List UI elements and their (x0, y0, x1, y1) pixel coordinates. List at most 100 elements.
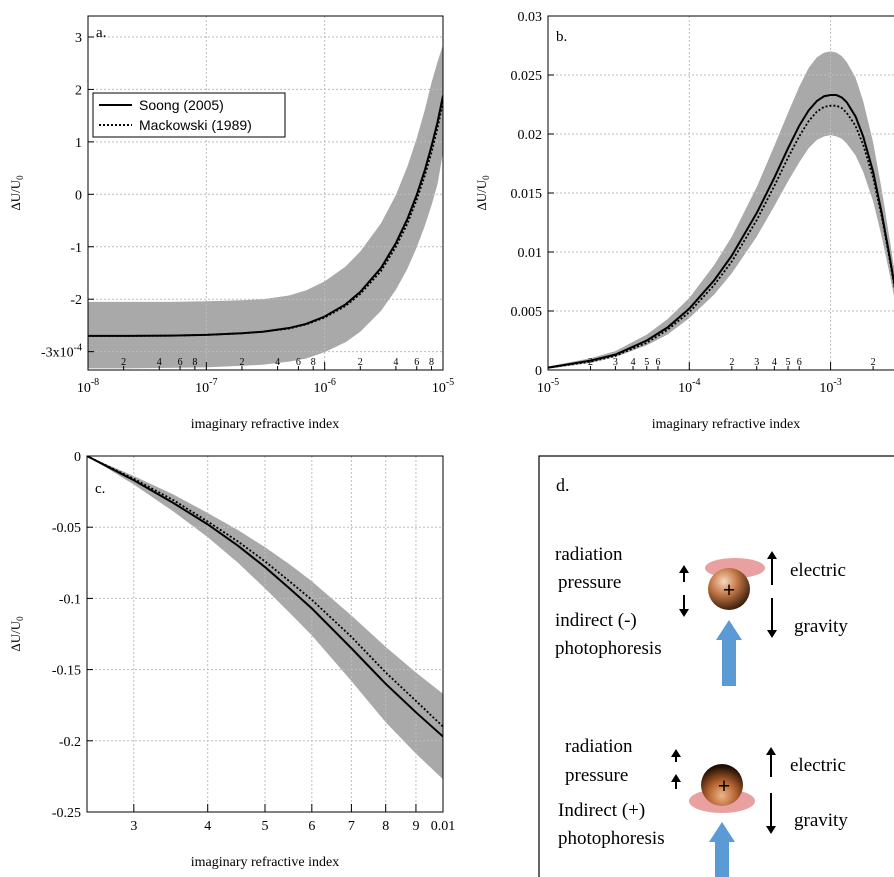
panel-a-band-layer (88, 44, 443, 369)
panel-a-x-minor-label: 8 (429, 357, 434, 368)
panel-c-x-tick-label: 0.01 (431, 819, 456, 834)
panel-a-y-tick-label-main: -3x10 (41, 346, 74, 361)
top-particle (708, 568, 750, 610)
panel-a-x-minor-label: 6 (296, 357, 301, 368)
panel-a-y-tick-label: -2 (70, 293, 82, 308)
panel-a-y-tick-label: 3 (75, 31, 82, 46)
panel-b-x-minor-label: 4 (631, 357, 636, 368)
panel-b-x-minor-label: 3 (613, 357, 618, 368)
top-gravity-arrow-down (767, 598, 777, 638)
panel-a-uncertainty-band (88, 44, 443, 369)
panel-b-x-minor-label: 6 (655, 357, 660, 368)
bottom-particle (701, 764, 743, 806)
panel-a-label: a. (96, 25, 106, 41)
top-radiation-label-1: radiation (555, 544, 623, 565)
panel-c-y-axis-main: ΔU/U (8, 620, 23, 651)
panel-a-x-tick-label-exp: -7 (209, 377, 217, 388)
panel-c-label: c. (95, 481, 105, 497)
panel-b-x-tick-label: 10-3 (819, 377, 841, 396)
panel-a-series-mackowski (88, 102, 443, 337)
panel-a-x-tick-label: 10-6 (313, 377, 335, 396)
panel-b-y-axis-sub: 0 (481, 175, 491, 180)
panel-c-y-tick-label: -0.1 (59, 592, 81, 607)
top-charge-symbol: + (723, 577, 736, 602)
bottom-electric-arrow-up (766, 747, 776, 777)
panel-b-y-tick-label: 0.03 (518, 10, 543, 25)
panel-b-x-minor-label: 5 (786, 357, 791, 368)
panel-a-x-tick-label-exp: -5 (446, 377, 454, 388)
top-radiation-label-2: pressure (558, 572, 621, 593)
panel-d-label: d. (556, 475, 570, 495)
panel-a-y-tick-label: 2 (75, 83, 82, 98)
panel-d: d. radiation pressure indirect (-) photo… (538, 455, 894, 877)
panel-c-y-tick-label: -0.25 (52, 806, 81, 821)
bottom-gravity-label: gravity (794, 810, 848, 831)
panel-c-y-tick-label: 0 (74, 450, 81, 465)
panel-b-uncertainty-band (548, 51, 894, 369)
panel-c-grid-layer (87, 456, 443, 812)
top-light-arrow (716, 620, 742, 686)
panel-a-y-tick-label: -1 (70, 241, 82, 256)
panel-b-x-tick-label-exp: -5 (551, 377, 559, 388)
panel-c-y-tick-label: -0.05 (52, 521, 81, 536)
panel-b-band-layer (548, 51, 894, 369)
panel-b-y-axis-main: ΔU/U (474, 179, 489, 210)
panel-c-ticks-layer: 0 -0.05 -0.1 -0.15 -0.2 -0.25 3 4 5 6 7 8 9 0.01 (52, 450, 455, 834)
panel-a-x-tick-label-base: 10 (195, 381, 209, 396)
panel-a-y-tick-label: -3x10-4 (41, 343, 82, 361)
panel-a-x-minor-label: 2 (121, 357, 126, 368)
panel-c-y-axis-title: ΔU/U0 (8, 616, 25, 652)
panel-a-y-axis-main: ΔU/U (8, 179, 23, 210)
panel-a-x-tick-label-exp: -8 (91, 377, 99, 388)
panel-b-series-mackowski (548, 104, 894, 369)
panel-c-x-tick-label: 9 (412, 819, 419, 834)
panel-a-x-tick-label-base: 10 (77, 381, 91, 396)
panel-a-x-minor-label: 4 (275, 357, 280, 368)
panel-b-label: b. (556, 29, 567, 45)
top-electric-arrow-up (767, 551, 777, 585)
panel-a-x-minor-label: 6 (414, 357, 419, 368)
panel-b-y-tick-label: 0.005 (511, 305, 543, 320)
top-electric-label: electric (790, 560, 846, 581)
panel-a-x-minor-label: 4 (157, 357, 162, 368)
panel-c-x-tick-label: 4 (204, 819, 211, 834)
top-radiation-arrow-up (679, 565, 689, 582)
panel-a-legend: Soong (2005) Mackowski (1989) (92, 92, 286, 138)
panel-c-x-tick-label: 3 (130, 819, 137, 834)
panel-a-x-axis-title: imaginary refractive index (191, 417, 339, 432)
bottom-radiation-label-2: pressure (565, 765, 628, 786)
panel-a-x-tick-label-exp: -6 (327, 377, 335, 388)
panel-a-y-axis-sub: 0 (15, 175, 25, 180)
panel-b-y-axis-title: ΔU/U0 (474, 175, 491, 211)
top-photophoresis-label-1: indirect (-) (555, 610, 637, 631)
panel-b-x-tick-label-base: 10 (819, 381, 833, 396)
panel-a-grid-layer (88, 16, 443, 370)
panel-a-x-minor-label: 4 (393, 357, 398, 368)
panel-a-y-axis-title: ΔU/U0 (8, 175, 25, 211)
panel-b-series-soong (548, 94, 894, 369)
bottom-photophoresis-label-2: photophoresis (558, 828, 665, 849)
panel-b-x-tick-label: 10-5 (537, 377, 559, 396)
panel-c-x-tick-label: 8 (382, 819, 389, 834)
bottom-electric-label: electric (790, 755, 846, 776)
panel-a-y-tick-label: 0 (75, 188, 82, 203)
panel-c-series-layer (87, 456, 443, 738)
panel-b-x-minor-label: 2 (729, 357, 734, 368)
panel-a-x-tick-label: 10-5 (432, 377, 454, 396)
top-photophoresis-label-2: photophoresis (555, 638, 662, 659)
panel-b-x-minor-label: 6 (797, 357, 802, 368)
panel-b-y-tick-label: 0.02 (518, 128, 543, 143)
scenario-bottom: radiation pressure Indirect (+) photopho… (558, 736, 848, 877)
panel-b-x-tick-label: 10-4 (678, 377, 700, 396)
panel-b-x-minor-label: 5 (644, 357, 649, 368)
panel-c-series-soong (87, 456, 443, 738)
panel-c-x-tick-label: 7 (348, 819, 355, 834)
panel-b-y-tick-label: 0.025 (511, 69, 543, 84)
panel-a-x-minor-label: 8 (192, 357, 197, 368)
panel-c: 0 -0.05 -0.1 -0.15 -0.2 -0.25 3 4 5 6 7 8 9 0.01 c. i… (8, 450, 455, 870)
legend-entry-mackowski: Mackowski (1989) (139, 117, 252, 133)
